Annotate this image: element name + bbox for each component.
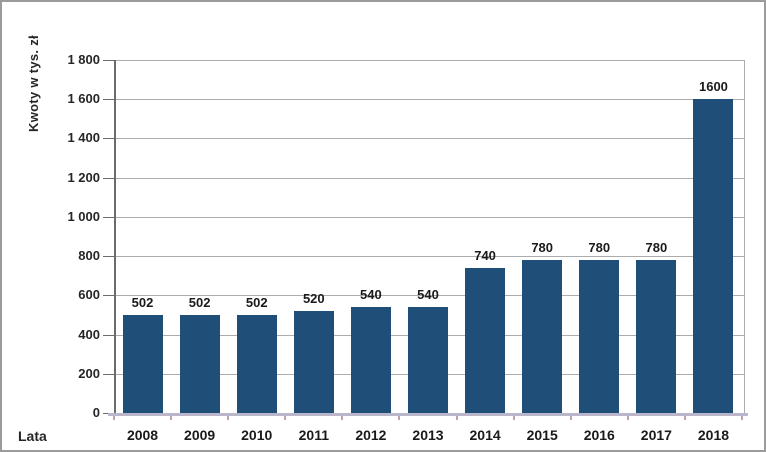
y-tick-label: 1 800 xyxy=(67,52,100,67)
x-tick-mark xyxy=(741,416,743,420)
gridline-1600 xyxy=(116,99,744,101)
bar-2017 xyxy=(636,260,677,413)
x-category-label: 2010 xyxy=(241,427,273,443)
x-tick-mark xyxy=(227,416,230,420)
bar-value-label: 780 xyxy=(531,240,554,256)
x-category-label: 2012 xyxy=(355,427,387,443)
y-tick-mark xyxy=(103,373,114,375)
y-tick-mark xyxy=(103,99,114,101)
bar-value-label: 740 xyxy=(474,247,496,263)
y-tick-label: 1 000 xyxy=(67,208,100,224)
bar-2013 xyxy=(408,307,448,413)
x-category-label: 2014 xyxy=(469,427,501,443)
gridline-1200 xyxy=(116,177,744,179)
x-category-label: 2016 xyxy=(583,427,615,443)
y-tick-label: 800 xyxy=(78,248,100,264)
bar-value-label: 1600 xyxy=(698,79,728,95)
bar-2011 xyxy=(293,311,334,413)
x-tick-mark xyxy=(284,416,287,420)
bar-2016 xyxy=(579,260,620,413)
bar-value-label: 540 xyxy=(360,287,382,303)
x-category-label: 2008 xyxy=(126,427,159,443)
bar-value-label: 502 xyxy=(245,294,268,310)
y-tick-mark xyxy=(103,334,114,336)
x-category-label: 2015 xyxy=(526,427,558,443)
x-axis-line xyxy=(108,413,748,416)
y-tick-mark xyxy=(103,138,114,140)
x-category-label: 2017 xyxy=(640,427,672,443)
x-tick-mark xyxy=(170,416,173,420)
gridline-1400 xyxy=(116,138,744,140)
x-tick-mark xyxy=(113,416,115,420)
y-tick-label: 600 xyxy=(78,287,100,303)
x-tick-mark xyxy=(569,416,572,420)
x-category-label: 2011 xyxy=(298,427,329,443)
gridline-1000 xyxy=(116,216,744,218)
gridline-800 xyxy=(116,256,744,258)
y-tick-mark xyxy=(103,177,114,179)
y-tick-mark xyxy=(103,295,114,297)
bar-value-label: 780 xyxy=(645,240,668,256)
x-tick-mark xyxy=(683,416,686,420)
y-tick-label: 0 xyxy=(92,405,100,420)
y-tick-label: 200 xyxy=(78,365,100,381)
y-tick-mark xyxy=(103,60,114,61)
bar-2009 xyxy=(179,314,220,413)
gridline-1800 xyxy=(116,60,744,61)
y-tick-label: 1 600 xyxy=(67,91,100,107)
bar-value-label: 502 xyxy=(131,294,154,310)
y-tick-label: 400 xyxy=(78,326,100,342)
x-axis-title: Lata xyxy=(18,428,47,444)
bar-2008 xyxy=(122,314,163,413)
x-tick-mark xyxy=(512,416,515,420)
y-tick-label: 1 200 xyxy=(67,169,100,185)
x-tick-mark xyxy=(626,416,629,420)
bar-value-label: 520 xyxy=(302,291,325,307)
y-axis-title: Kwoty w tys. zł xyxy=(26,35,41,132)
x-tick-mark xyxy=(398,416,401,420)
x-category-label: 2018 xyxy=(697,427,730,443)
bar-2014 xyxy=(465,267,506,413)
bar-2018 xyxy=(693,99,734,413)
y-tick-mark xyxy=(103,216,114,218)
bar-value-label: 502 xyxy=(188,294,211,310)
x-tick-mark xyxy=(341,416,344,420)
bar-2010 xyxy=(236,314,277,413)
y-tick-mark xyxy=(103,256,114,258)
gridline-600 xyxy=(116,295,744,297)
x-category-label: 2009 xyxy=(184,427,216,443)
bar-value-label: 780 xyxy=(588,240,611,256)
x-tick-mark xyxy=(455,416,458,420)
x-category-label: 2013 xyxy=(412,427,444,443)
y-tick-label: 1 400 xyxy=(67,130,100,146)
bar-value-label: 540 xyxy=(417,287,439,303)
bar-2012 xyxy=(350,307,391,413)
bar-2015 xyxy=(522,260,563,413)
